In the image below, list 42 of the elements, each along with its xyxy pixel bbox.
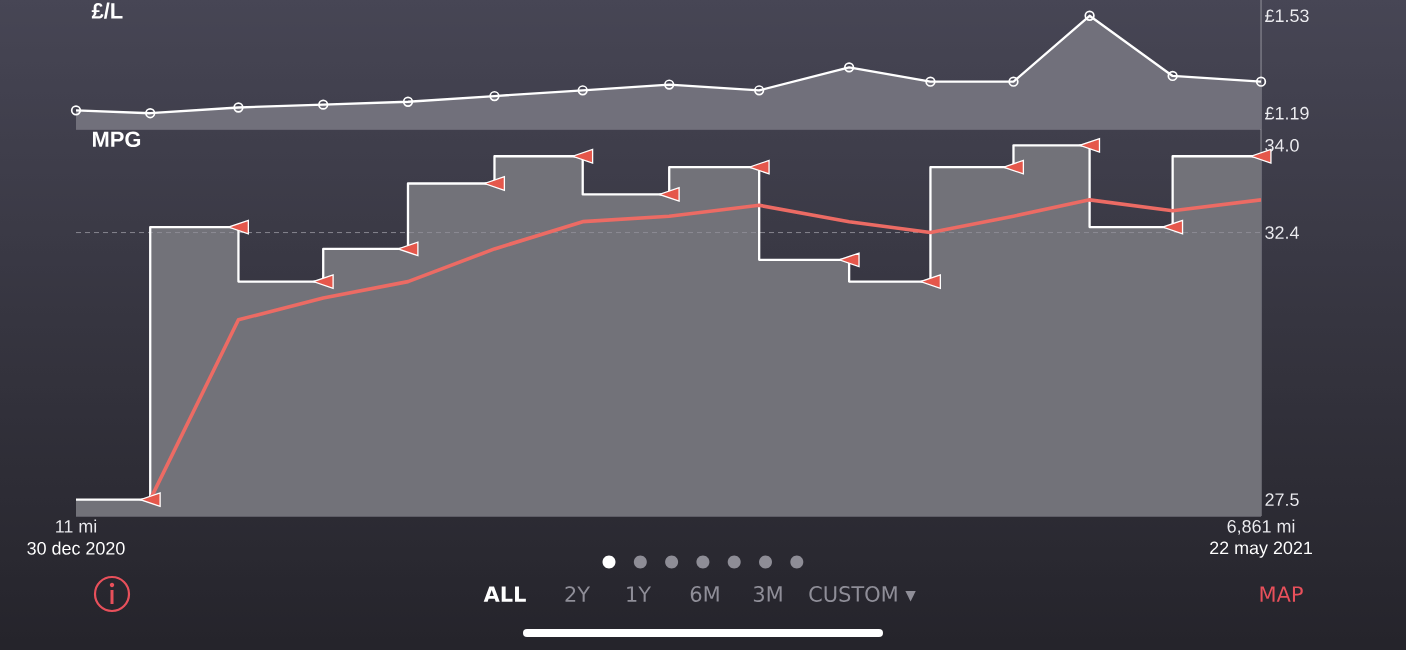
ref-line-label: 32.4 bbox=[1265, 226, 1299, 239]
point bbox=[919, 274, 941, 290]
point bbox=[1079, 137, 1101, 153]
point bbox=[925, 76, 936, 87]
point bbox=[489, 90, 500, 102]
y-tick-label: £1.53 bbox=[1265, 9, 1309, 23]
point bbox=[838, 252, 860, 268]
y-tick-label: £1.19 bbox=[1265, 106, 1309, 120]
text: CUSTOM ▾ bbox=[809, 586, 916, 602]
text: ALL bbox=[483, 586, 526, 602]
text: 22 may 2021 bbox=[1210, 541, 1312, 558]
point bbox=[139, 492, 161, 508]
x-tick-label: 11 mi bbox=[56, 519, 97, 533]
x-tick-label: 6,861 mi bbox=[1227, 519, 1295, 535]
point bbox=[748, 159, 770, 175]
point bbox=[233, 102, 244, 113]
point bbox=[397, 241, 419, 257]
point bbox=[754, 85, 765, 96]
text: 6M bbox=[690, 586, 719, 602]
point bbox=[1008, 76, 1019, 87]
point bbox=[70, 105, 82, 116]
text: 2Y bbox=[565, 586, 591, 602]
point bbox=[318, 99, 329, 110]
point bbox=[1162, 219, 1184, 235]
point bbox=[1084, 10, 1095, 21]
point bbox=[1167, 70, 1178, 82]
point bbox=[227, 219, 249, 235]
point bbox=[1255, 76, 1267, 87]
text: 1Y bbox=[627, 586, 652, 602]
chart-title: MPG bbox=[92, 131, 141, 148]
y-tick-label: 27.5 bbox=[1265, 493, 1299, 506]
point bbox=[577, 85, 588, 96]
text: MAP bbox=[1260, 586, 1303, 602]
point bbox=[145, 108, 156, 119]
text: 30 dec 2020 bbox=[27, 541, 125, 555]
point bbox=[312, 274, 334, 290]
point bbox=[572, 148, 594, 164]
point bbox=[843, 62, 855, 73]
point bbox=[402, 96, 414, 107]
point bbox=[664, 79, 675, 90]
text: 3M bbox=[753, 586, 782, 602]
chart-title: £/L bbox=[91, 2, 123, 19]
